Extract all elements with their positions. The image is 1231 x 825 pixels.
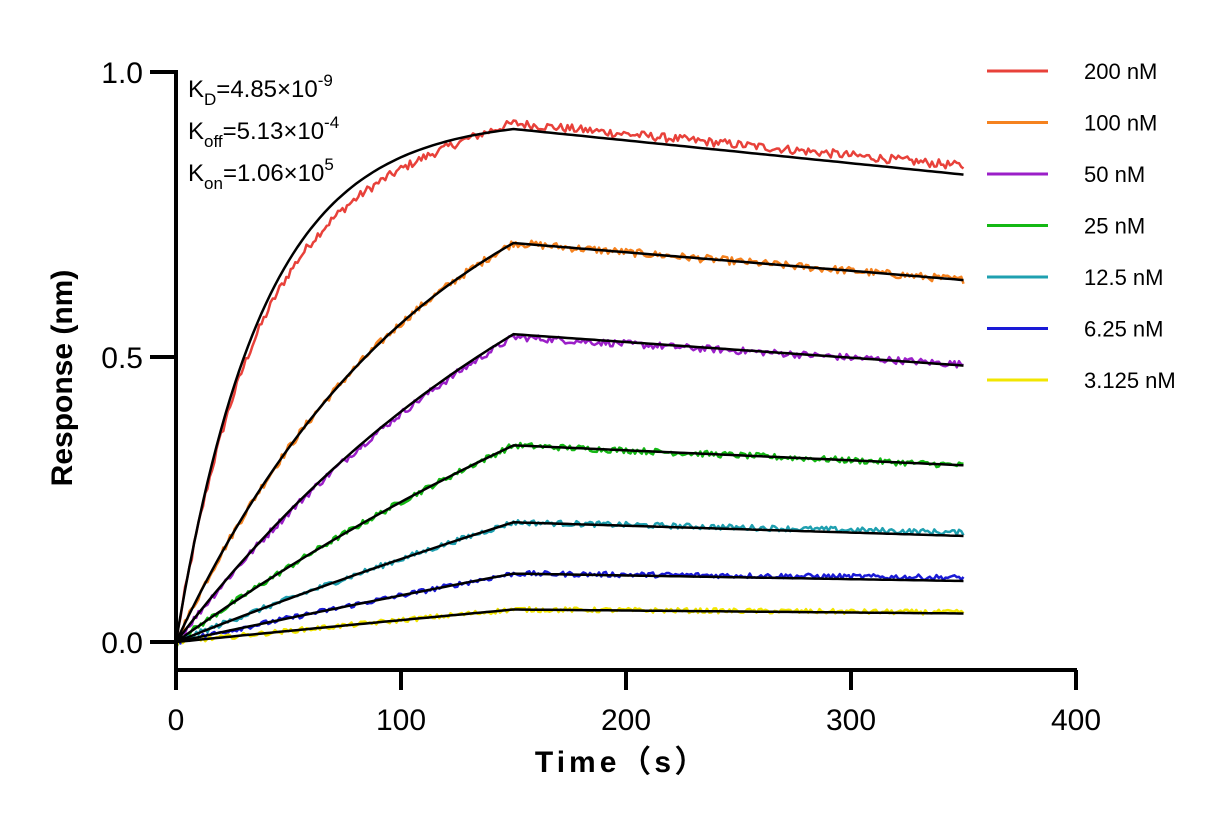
fit-curve: [174, 241, 964, 643]
kinetic-constants: KD=4.85×10-9 Koff=5.13×10-4 Kon=1.06×105: [188, 71, 339, 193]
kinetic-constant: KD=4.85×10-9: [188, 71, 333, 109]
fit-curve: [175, 521, 964, 644]
y-axis-title: Response (nm): [46, 270, 79, 487]
series-trace: [174, 239, 965, 648]
x-tick-label: 200: [601, 704, 651, 737]
legend-label: 200 nM: [1084, 59, 1157, 84]
legend-label: 50 nM: [1084, 162, 1145, 187]
y-tick-label: 0.5: [101, 342, 143, 375]
fit-curve: [174, 127, 964, 643]
series-trace: [174, 334, 964, 649]
y-tick-label: 0.0: [101, 627, 143, 660]
x-tick-label: 100: [376, 704, 426, 737]
legend-label: 25 nM: [1084, 214, 1145, 239]
kinetic-constant: Koff=5.13×10-4: [188, 113, 339, 151]
fit-curve: [175, 332, 964, 643]
y-tick-label: 1.0: [101, 57, 143, 90]
series-trace: [174, 570, 965, 649]
x-tick-label: 300: [826, 704, 876, 737]
curves-layer: [174, 119, 965, 649]
legend-label: 3.125 nM: [1084, 368, 1176, 393]
x-tick-label: 400: [1051, 704, 1101, 737]
fit-curve: [175, 572, 964, 644]
ticks-layer: 0 100 200 300 400 0.0 0.5 1.0: [101, 57, 1101, 737]
fit-curve: [175, 608, 964, 644]
series-trace: [174, 119, 965, 648]
series-trace: [174, 519, 965, 649]
legend-label: 100 nM: [1084, 111, 1157, 136]
kinetic-constant: Kon=1.06×105: [188, 155, 334, 193]
x-axis-title: Time（s）: [535, 745, 709, 779]
legend-label: 12.5 nM: [1084, 265, 1164, 290]
fit-curve: [175, 444, 964, 644]
legend: 200 nM 100 nM 50 nM 25 nM 12.5 nM 6.25 nM 3.12…: [987, 59, 1176, 393]
legend-label: 6.25 nM: [1084, 317, 1164, 342]
x-tick-label: 0: [168, 704, 185, 737]
